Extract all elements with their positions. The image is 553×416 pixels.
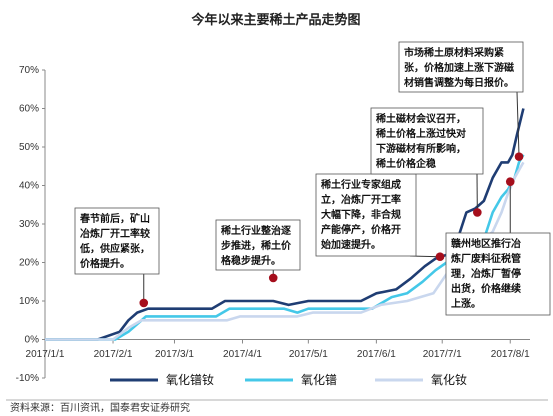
x-tick-label: 2017/8/1 bbox=[491, 349, 530, 360]
annotation-text: 稀土行业整治逐 bbox=[221, 224, 291, 237]
annotation-text: 上涨。 bbox=[451, 297, 481, 310]
annotation-text: 春节前后，矿山 bbox=[80, 212, 150, 225]
chart-title: 今年以来主要稀土产品走势图 bbox=[190, 12, 360, 28]
annotation-text: 市场稀土原材料采购紧 bbox=[404, 46, 504, 59]
annotation-text: 始加速提升。 bbox=[321, 238, 381, 251]
annotation-box bbox=[445, 232, 551, 316]
annotation-text: 炼厂废料征税管 bbox=[451, 252, 521, 265]
annotation-marker bbox=[139, 298, 149, 308]
annotation-text: 大幅下降，非合规 bbox=[321, 208, 401, 221]
annotation-text: 步推进，稀土价 bbox=[221, 239, 292, 252]
series-lines bbox=[45, 108, 525, 341]
series-line-0 bbox=[45, 108, 525, 341]
x-tick-label: 2017/1/1 bbox=[26, 349, 65, 360]
annotation-text: 张，价格加速上涨下游磁 bbox=[404, 61, 514, 74]
legend-label-1: 氧化镨 bbox=[301, 372, 337, 387]
y-tick-label: 70% bbox=[19, 65, 39, 76]
series-line-1 bbox=[45, 154, 525, 341]
annotation-marker bbox=[268, 273, 278, 283]
annotation-text: 稀土行业专家组成 bbox=[321, 178, 401, 191]
y-tick-label: 10% bbox=[19, 296, 39, 307]
axes: 70% 60% 50% 40% 30% 20% 10% 0% -10% 2017/1/1 2017/… bbox=[16, 65, 531, 384]
source-note: 资料来源：百川资讯，国泰君安证券研究 bbox=[10, 401, 190, 414]
x-tick-label: 2017/7/1 bbox=[423, 349, 462, 360]
y-tick-label: 40% bbox=[19, 181, 39, 192]
annotation-text: 稀土价格企稳 bbox=[376, 157, 436, 170]
annotation-marker bbox=[435, 252, 445, 262]
y-tick-label: 50% bbox=[19, 142, 39, 153]
annotation-box bbox=[215, 219, 301, 271]
annotation-text: 格稳步提升。 bbox=[221, 254, 281, 267]
annotation-text: 稀土磁材会议召开， bbox=[376, 112, 466, 125]
y-tick-label: -10% bbox=[16, 373, 39, 384]
x-tick-label: 2017/4/1 bbox=[223, 349, 262, 360]
annotation-text: 冶炼厂开工率较 bbox=[80, 227, 150, 240]
annotation-text: 材销售调整为每日报价。 bbox=[404, 76, 514, 89]
legend-label-0: 氧化镨钕 bbox=[166, 372, 214, 387]
legend: 氧化镨钕 氧化镨 氧化钕 bbox=[110, 372, 467, 387]
annotation-text: 赣州地区推行冶 bbox=[451, 237, 521, 250]
y-tick-label: 30% bbox=[19, 219, 39, 230]
legend-label-2: 氧化钕 bbox=[431, 372, 467, 387]
annotation-box bbox=[398, 41, 524, 93]
annotation-leader bbox=[516, 91, 520, 157]
x-tick-label: 2017/6/1 bbox=[357, 349, 396, 360]
annotation-text: 低，供应紧张， bbox=[79, 242, 150, 255]
series-line-2 bbox=[45, 161, 525, 341]
annotation-text: 立，冶炼厂开工率 bbox=[321, 193, 401, 206]
annotation-box bbox=[315, 173, 417, 257]
x-tick-label: 2017/2/1 bbox=[94, 349, 133, 360]
annotation-text: 价格提升。 bbox=[80, 257, 130, 270]
x-tick-label: 2017/3/1 bbox=[155, 349, 194, 360]
x-tick-label: 2017/5/1 bbox=[289, 349, 328, 360]
y-tick-label: 60% bbox=[19, 104, 39, 115]
y-tick-label: 20% bbox=[19, 258, 39, 269]
annotation-text: 产能停产，价格开 bbox=[321, 223, 401, 236]
annotation-box bbox=[74, 207, 160, 275]
y-tick-label: 0% bbox=[25, 335, 40, 346]
annotation-text: 稀土价格上涨过快对 bbox=[376, 127, 466, 140]
annotation-box bbox=[370, 107, 484, 175]
annotation-text: 下游磁材有所影响， bbox=[376, 142, 466, 155]
annotation-text: 理，冶炼厂暂停 bbox=[451, 267, 521, 280]
annotation-marker bbox=[505, 177, 515, 186]
annotation-marker bbox=[473, 208, 482, 217]
annotation-text: 出货，价格继续 bbox=[451, 282, 521, 295]
annotation-marker bbox=[514, 152, 524, 161]
